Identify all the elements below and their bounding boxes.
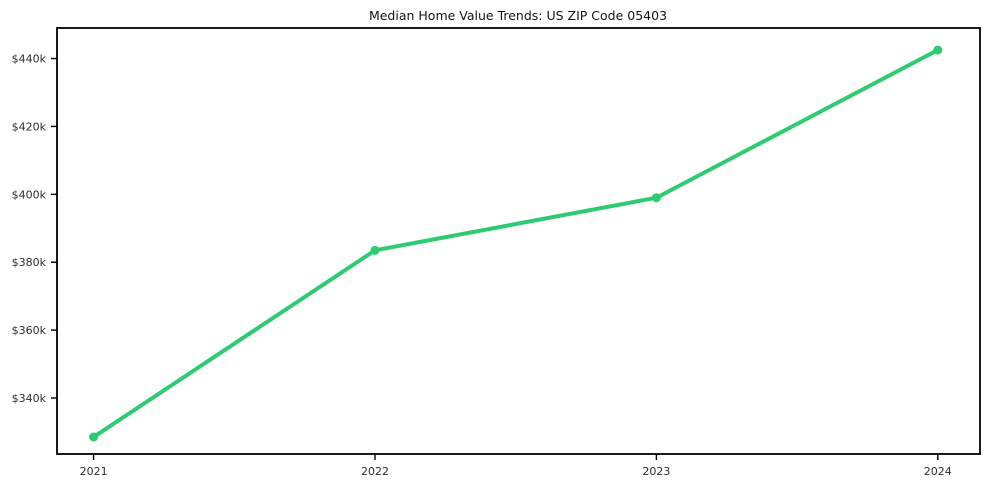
chart-title: Median Home Value Trends: US ZIP Code 05… — [369, 8, 667, 23]
y-axis-tick-label: $340k — [12, 392, 47, 405]
data-point-2023 — [651, 193, 661, 203]
x-axis-tick-label: 2023 — [642, 465, 670, 478]
y-axis-tick-label: $420k — [12, 120, 47, 133]
plot-area — [56, 27, 981, 455]
data-point-2022 — [370, 245, 380, 255]
y-axis-tick-label: $380k — [12, 256, 47, 269]
x-axis-tick-label: 2022 — [361, 465, 389, 478]
data-point-2021 — [89, 432, 99, 442]
trend-line — [91, 48, 940, 440]
data-point-2024 — [933, 45, 943, 55]
series-layer — [89, 45, 943, 442]
x-axis-tick-label: 2021 — [80, 465, 108, 478]
x-axis-tick-label: 2024 — [924, 465, 952, 478]
y-axis-tick-label: $400k — [12, 188, 47, 201]
y-axis-tick-label: $440k — [12, 53, 47, 66]
axes-ticks: 2021 2022 2023 2024 $340k $360k $380k $400k $420… — [12, 53, 952, 478]
y-axis-tick-label: $360k — [12, 324, 47, 337]
